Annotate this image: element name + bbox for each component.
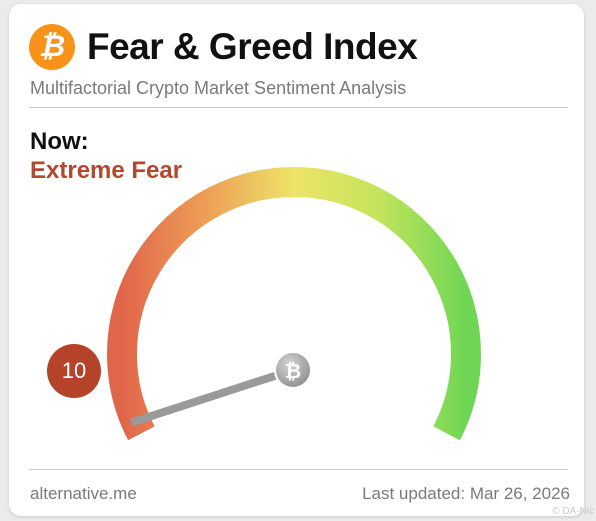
bitcoin-logo-icon: ₿ <box>29 24 75 70</box>
sentiment-gauge: ₿ <box>107 167 481 441</box>
now-label: Now: <box>30 128 89 155</box>
fear-greed-card: ₿ Fear & Greed Index Multifactorial Cryp… <box>9 4 584 516</box>
footer-divider <box>29 469 568 470</box>
watermark: © DA-Nic <box>552 506 594 517</box>
sentiment-classification: Extreme Fear <box>30 157 183 184</box>
page-title: Fear & Greed Index <box>87 26 418 67</box>
index-value-badge: 10 <box>47 344 101 398</box>
header-divider <box>29 107 568 108</box>
gauge-arc <box>107 167 481 441</box>
page-subtitle: Multifactorial Crypto Market Sentiment A… <box>30 78 407 98</box>
gauge-hub <box>274 351 312 389</box>
gauge-needle <box>130 364 299 427</box>
last-updated-text: Last updated: Mar 26, 2026 <box>362 484 570 503</box>
gauge-hub-bitcoin-icon: ₿ <box>285 359 301 383</box>
source-link[interactable]: alternative.me <box>30 484 137 503</box>
